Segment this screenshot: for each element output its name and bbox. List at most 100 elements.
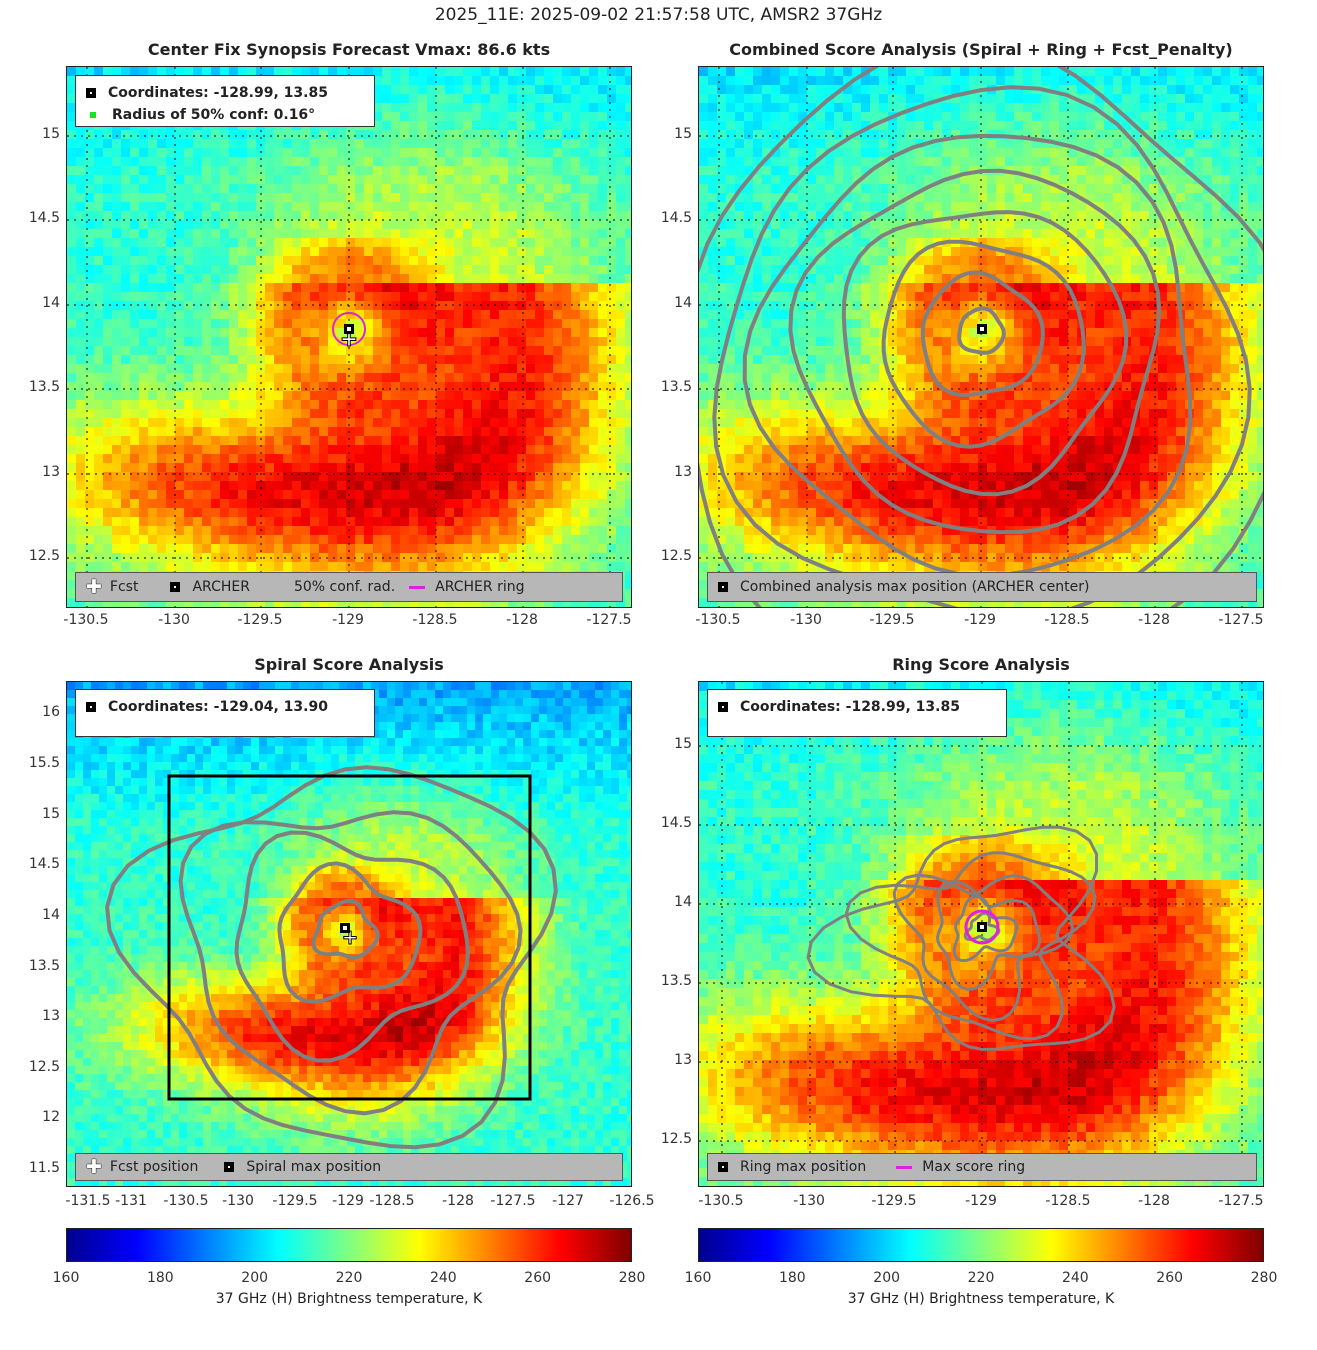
x-tick-label: -129 — [964, 612, 996, 628]
x-tick-label: -127 — [552, 1193, 584, 1209]
colorbar-tick-label: 240 — [1061, 1270, 1089, 1286]
x-tick-label: -128.5 — [369, 1193, 415, 1209]
legend-ring-max: Ring max position — [740, 1159, 867, 1175]
synopsis-plot: + Coordinates: -128.99, 13.85 Radius of … — [66, 66, 632, 608]
y-tick-label: 12.5 — [660, 1131, 692, 1147]
spiral-svg: + — [67, 682, 631, 1186]
coordinates-text: Coordinates: -129.04, 13.90 — [108, 699, 328, 715]
x-tick-label: -128.5 — [1044, 612, 1090, 628]
colorbar-label-left: 37 GHz (H) Brightness temperature, K — [215, 1291, 483, 1307]
y-tick-label: 13.5 — [660, 379, 692, 395]
y-tick-label: 11.5 — [28, 1160, 60, 1176]
plus-icon: ✚ — [86, 576, 102, 598]
x-tick-label: -129.5 — [237, 612, 283, 628]
legend-max-score-ring: Max score ring — [922, 1159, 1026, 1175]
y-tick-label: 15.5 — [28, 755, 60, 771]
colorbar-tick-label: 280 — [618, 1270, 646, 1286]
center-square-icon — [86, 88, 96, 98]
ring-plot: Coordinates: -128.99, 13.85 Ring max pos… — [698, 681, 1264, 1187]
colorbar-tick-label: 280 — [1250, 1270, 1278, 1286]
legend-ring: ARCHER ring — [435, 579, 525, 595]
square-icon — [170, 582, 181, 592]
y-tick-label: 12.5 — [660, 548, 692, 564]
legend-combined-max: Combined analysis max position (ARCHER c… — [740, 579, 1090, 595]
legend-archer: ARCHER — [192, 579, 250, 595]
colorbar-tick-label: 220 — [335, 1270, 363, 1286]
square-icon — [718, 1162, 728, 1172]
x-tick-label: -127.5 — [1218, 612, 1264, 628]
x-tick-label: -128 — [442, 1193, 474, 1209]
y-tick-label: 14.5 — [28, 856, 60, 872]
square-icon — [718, 582, 728, 592]
colorbar-tick-label: 200 — [241, 1270, 269, 1286]
y-tick-label: 15 — [42, 806, 60, 822]
legend-spiral-max: Spiral max position — [246, 1159, 382, 1175]
x-tick-label: -127.5 — [586, 612, 632, 628]
square-icon — [224, 1162, 235, 1172]
x-tick-label: -130.5 — [695, 612, 741, 628]
spiral-title: Spiral Score Analysis — [254, 655, 444, 674]
colorbar-left — [66, 1228, 632, 1262]
x-tick-label: -130.5 — [63, 612, 109, 628]
colorbar-tick-label: 260 — [524, 1270, 552, 1286]
y-tick-label: 12.5 — [28, 1059, 60, 1075]
x-tick-label: -129.5 — [272, 1193, 318, 1209]
x-tick-label: -128.5 — [412, 612, 458, 628]
synopsis-legend: ✚ Fcst ARCHER 50% conf. rad. ARCHER ring — [75, 572, 623, 602]
x-tick-label: -129 — [965, 1193, 997, 1209]
y-tick-label: 15 — [674, 126, 692, 142]
spiral-legend: ✚ Fcst position Spiral max position — [75, 1153, 623, 1181]
colorbar-tick-label: 200 — [873, 1270, 901, 1286]
x-tick-label: -130 — [158, 612, 190, 628]
synopsis-info: Coordinates: -128.99, 13.85 Radius of 50… — [75, 75, 375, 127]
coordinates-text: Coordinates: -128.99, 13.85 — [740, 699, 960, 715]
center-square-icon — [718, 702, 728, 712]
y-tick-label: 14.5 — [28, 210, 60, 226]
x-tick-label: -127.5 — [1218, 1193, 1264, 1209]
y-tick-label: 13.5 — [660, 973, 692, 989]
ring-title: Ring Score Analysis — [892, 655, 1070, 674]
combined-svg — [699, 67, 1263, 607]
colorbar-tick-label: 240 — [429, 1270, 457, 1286]
y-tick-label: 12 — [42, 1109, 60, 1125]
max-score-ring — [964, 909, 1000, 945]
legend-fcst-position: Fcst position — [109, 1159, 199, 1175]
combined-legend: Combined analysis max position (ARCHER c… — [707, 572, 1257, 602]
colorbar-label-right: 37 GHz (H) Brightness temperature, K — [847, 1291, 1115, 1307]
y-tick-label: 13 — [42, 464, 60, 480]
x-tick-label: -130.5 — [698, 1193, 744, 1209]
legend-conf: 50% conf. rad. — [293, 579, 396, 595]
colorbar-tick-label: 160 — [52, 1270, 80, 1286]
x-tick-label: -130 — [790, 612, 822, 628]
x-tick-label: -130 — [793, 1193, 825, 1209]
y-tick-label: 13.5 — [28, 958, 60, 974]
y-tick-label: 14 — [674, 295, 692, 311]
x-tick-label: -128 — [506, 612, 538, 628]
y-tick-label: 14 — [674, 894, 692, 910]
y-tick-label: 15 — [674, 736, 692, 752]
x-tick-label: -129 — [332, 1193, 364, 1209]
plus-icon: ✚ — [86, 1156, 102, 1178]
y-tick-label: 14 — [42, 907, 60, 923]
x-tick-label: -128.5 — [1045, 1193, 1091, 1209]
ring-svg — [699, 682, 1263, 1186]
y-tick-label: 13.5 — [28, 379, 60, 395]
combined-title: Combined Score Analysis (Spiral + Ring +… — [729, 40, 1233, 59]
x-tick-label: -130 — [222, 1193, 254, 1209]
x-tick-label: -128 — [1138, 612, 1170, 628]
y-tick-label: 14 — [42, 295, 60, 311]
y-tick-label: 13 — [674, 464, 692, 480]
coordinates-text: Coordinates: -128.99, 13.85 — [108, 85, 328, 101]
combined-plot: Combined analysis max position (ARCHER c… — [698, 66, 1264, 608]
figure-title: 2025_11E: 2025-09-02 21:57:58 UTC, AMSR2… — [434, 5, 883, 25]
y-tick-label: 13 — [674, 1052, 692, 1068]
center-square-icon — [86, 702, 96, 712]
x-tick-label: -129 — [332, 612, 364, 628]
colorbar-tick-label: 180 — [146, 1270, 174, 1286]
spiral-info: Coordinates: -129.04, 13.90 — [75, 689, 375, 737]
colorbar-right — [698, 1228, 1264, 1262]
y-tick-label: 12.5 — [28, 548, 60, 564]
y-tick-label: 13 — [42, 1008, 60, 1024]
spiral-plot: + Coordinates: -129.04, 13.90 ✚ Fcst posi… — [66, 681, 632, 1187]
colorbar-tick-label: 260 — [1156, 1270, 1184, 1286]
